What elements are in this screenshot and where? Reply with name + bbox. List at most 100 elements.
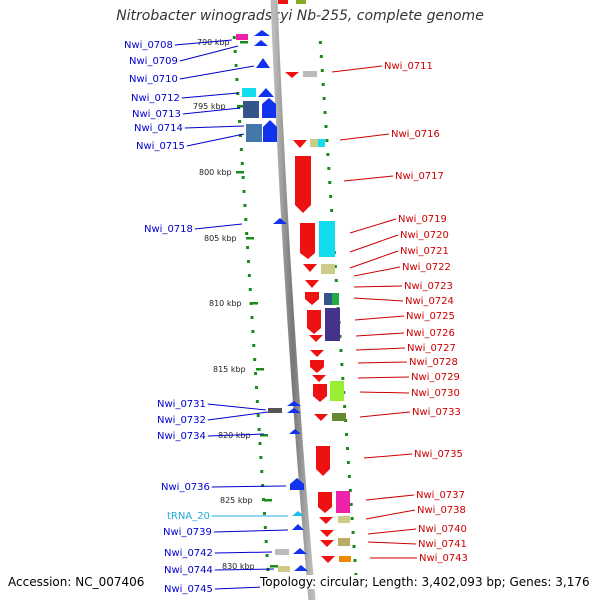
tick-mark xyxy=(254,372,258,375)
gene-label: Nwi_0743 xyxy=(419,553,468,564)
gene-block xyxy=(332,293,339,305)
gene-label: Nwi_0718 xyxy=(144,224,193,235)
tick-mark xyxy=(233,50,237,53)
left-strand-features xyxy=(236,30,308,572)
gene-arrow xyxy=(318,492,332,513)
tick-mark xyxy=(238,120,242,123)
tick-mark xyxy=(253,358,257,361)
gene-block xyxy=(278,566,290,572)
tick-mark xyxy=(333,265,337,268)
gene-block xyxy=(296,0,306,4)
tick-mark xyxy=(248,288,252,291)
tick-mark xyxy=(263,526,267,529)
leader-line xyxy=(359,391,410,394)
gene-arrow xyxy=(320,530,334,537)
gene-label: Nwi_0721 xyxy=(400,246,449,257)
tick-mark xyxy=(327,167,331,170)
tick-mark xyxy=(259,456,263,459)
leader-line xyxy=(207,403,267,411)
gene-arrow xyxy=(307,310,321,334)
leader-line xyxy=(211,485,287,488)
gene-label: Nwi_0709 xyxy=(129,56,178,67)
tick-mark xyxy=(246,260,250,263)
tick-mark xyxy=(349,503,353,506)
tick-mark xyxy=(260,470,264,473)
leader-line xyxy=(354,315,405,321)
gene-block xyxy=(310,139,318,147)
tick-mark xyxy=(321,83,325,86)
kbp-tick xyxy=(237,105,245,108)
gene-label: Nwi_0740 xyxy=(418,524,467,535)
tick-mark xyxy=(322,97,326,100)
tick-mark xyxy=(345,447,349,450)
kbp-tick xyxy=(260,434,268,437)
leader-line xyxy=(353,266,401,277)
leader-line xyxy=(359,411,411,418)
gene-block xyxy=(243,101,259,118)
gene-arrow xyxy=(310,360,324,373)
gene-arrow xyxy=(321,556,335,563)
topology-text: Topology: circular; Length: 3,402,093 bp… xyxy=(260,575,590,589)
leader-line xyxy=(186,133,245,147)
kbp-tick xyxy=(246,237,254,240)
tick-mark xyxy=(339,349,343,352)
gene-block xyxy=(242,88,256,97)
gene-arrow xyxy=(319,517,333,524)
leader-line xyxy=(367,541,417,545)
leader-line xyxy=(207,433,265,437)
gene-block xyxy=(278,0,288,4)
gene-block xyxy=(275,549,289,555)
right-gene-labels: Nwi_0711 Nwi_0716 Nwi_0717 Nwi_0719 Nwi_0720… xyxy=(331,61,468,564)
tick-mark xyxy=(341,377,345,380)
leader-line xyxy=(349,218,397,234)
tick-mark xyxy=(265,554,269,557)
gene-arrow xyxy=(273,218,287,224)
gene-arrow xyxy=(295,156,311,213)
gene-arrow xyxy=(294,565,308,571)
gene-arrow xyxy=(254,40,268,46)
gene-label: Nwi_0712 xyxy=(131,93,180,104)
gene-label: Nwi_0735 xyxy=(414,449,463,460)
gene-arrow xyxy=(300,223,315,259)
gene-arrow xyxy=(303,264,317,272)
gene-label: Nwi_0734 xyxy=(157,431,206,442)
gene-arrow xyxy=(312,375,326,382)
tick-mark xyxy=(347,475,351,478)
tick-mark xyxy=(345,433,349,436)
genome-backbone xyxy=(270,0,316,600)
kbp-label: 830 kbp xyxy=(222,562,255,571)
gene-block xyxy=(246,124,262,142)
tick-mark xyxy=(244,218,248,221)
gene-label: tRNA_20 xyxy=(167,511,210,522)
leader-line xyxy=(355,347,406,351)
gene-label: Nwi_0731 xyxy=(157,399,206,410)
leader-line xyxy=(365,509,416,520)
leader-line xyxy=(331,65,383,73)
leader-line xyxy=(353,285,403,288)
gene-block xyxy=(318,139,325,147)
tick-mark xyxy=(243,204,247,207)
gene-arrow xyxy=(287,401,301,406)
tick-mark xyxy=(354,573,358,576)
tick-mark xyxy=(346,461,350,464)
kbp-tick xyxy=(256,368,264,371)
leader-line xyxy=(213,529,289,533)
gene-label: Nwi_0708 xyxy=(124,40,173,51)
gene-block xyxy=(319,221,335,257)
gene-arrow xyxy=(293,140,307,148)
gene-label: Nwi_0736 xyxy=(161,482,210,493)
leader-line xyxy=(179,45,239,62)
gene-arrow xyxy=(305,280,319,288)
gene-label: Nwi_0742 xyxy=(164,548,213,559)
gene-arrow xyxy=(285,72,299,78)
gene-label: Nwi_0714 xyxy=(134,123,183,134)
leader-line xyxy=(349,250,399,269)
leader-line xyxy=(179,65,255,80)
gene-arrow xyxy=(316,446,330,476)
gene-arrow xyxy=(314,414,328,421)
gene-label: Nwi_0711 xyxy=(384,61,433,72)
gene-label: Nwi_0741 xyxy=(418,539,467,550)
leader-line xyxy=(365,494,415,501)
gene-block xyxy=(336,491,350,513)
gene-arrow xyxy=(289,429,301,434)
